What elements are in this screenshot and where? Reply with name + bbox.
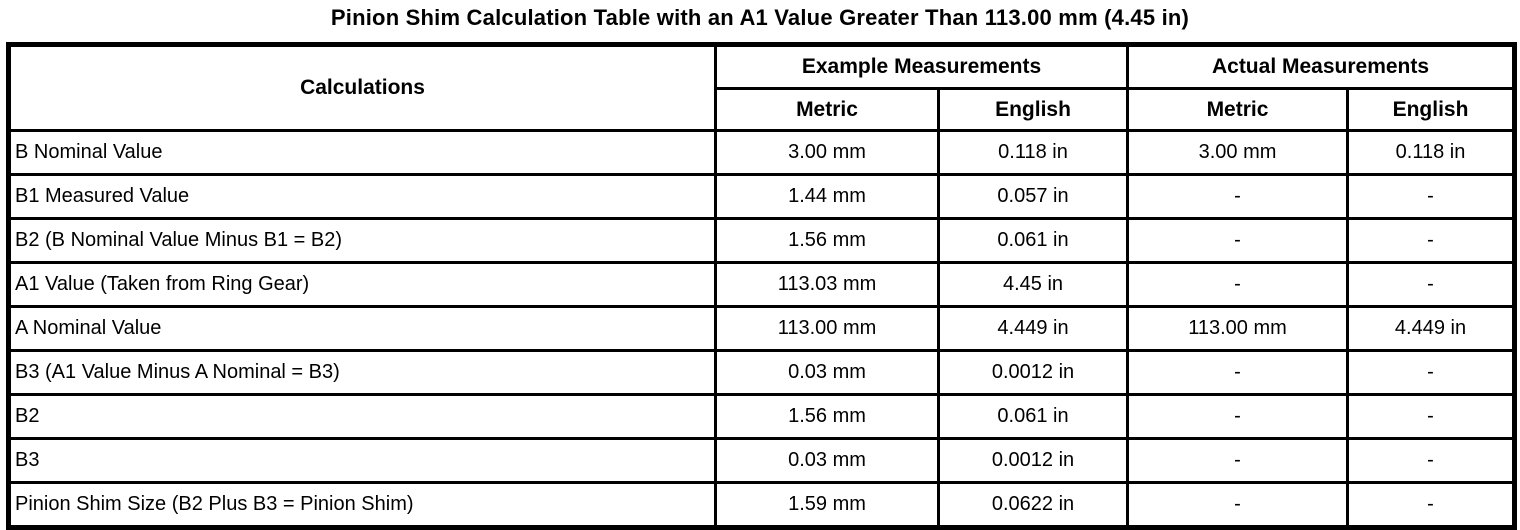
table-row: B2 (B Nominal Value Minus B1 = B2) 1.56 … [7,217,1517,264]
table-row: A1 Value (Taken from Ring Gear) 113.03 m… [7,261,1517,308]
example-metric-value: 1.44 mm [714,173,940,220]
example-metric-value: 1.56 mm [714,393,940,440]
table-row: B3 0.03 mm 0.0012 in - - [7,437,1517,484]
example-metric-value: 0.03 mm [714,437,940,484]
example-english-value: 4.45 in [937,261,1129,308]
pinion-shim-calculation-table: Calculations Example Measurements Actual… [6,42,1518,530]
example-metric-value: 0.03 mm [714,349,940,396]
example-metric-value: 113.00 mm [714,305,940,352]
actual-metric-value: - [1126,349,1349,396]
table-row: B1 Measured Value 1.44 mm 0.057 in - - [7,173,1517,220]
actual-english-value: - [1345,217,1517,264]
example-english-value: 0.061 in [937,217,1129,264]
header-row-groups: Calculations Example Measurements Actual… [7,43,1517,132]
example-english-value: 0.0012 in [937,437,1129,484]
example-english-value: 4.449 in [937,305,1129,352]
row-label: B Nominal Value [7,129,717,176]
row-label: A Nominal Value [7,305,717,352]
example-english-value: 0.118 in [937,129,1129,176]
example-english-value: 0.0012 in [937,349,1129,396]
actual-english-value: - [1345,437,1517,484]
example-english-value: 0.061 in [937,393,1129,440]
actual-metric-value: 113.00 mm [1126,305,1349,352]
table-row: B2 1.56 mm 0.061 in - - [7,393,1517,440]
example-metric-value: 113.03 mm [714,261,940,308]
table-row: B3 (A1 Value Minus A Nominal = B3) 0.03 … [7,349,1517,396]
actual-english-value: 4.449 in [1345,305,1517,352]
actual-metric-value: - [1126,437,1349,484]
row-label: Pinion Shim Size (B2 Plus B3 = Pinion Sh… [7,481,717,529]
actual-metric-value: - [1126,217,1349,264]
actual-english-value: - [1345,349,1517,396]
actual-metric-value: - [1126,173,1349,220]
row-label: A1 Value (Taken from Ring Gear) [7,261,717,308]
row-label: B3 [7,437,717,484]
header-calculations: Calculations [7,43,717,132]
table-row: B Nominal Value 3.00 mm 0.118 in 3.00 mm… [7,129,1517,176]
header-row-units: Metric English Metric English [9,87,1517,132]
header-example-metric: Metric [714,87,940,132]
header-actual-metric: Metric [1126,87,1349,132]
table-row: Pinion Shim Size (B2 Plus B3 = Pinion Sh… [7,481,1517,529]
actual-english-value: - [1345,261,1517,308]
page-title: Pinion Shim Calculation Table with an A1… [330,5,1190,30]
table-row: A Nominal Value 113.00 mm 4.449 in 113.0… [7,305,1517,352]
actual-metric-value: - [1126,393,1349,440]
example-english-value: 0.057 in [937,173,1129,220]
actual-english-value: 0.118 in [1345,129,1517,176]
row-label: B1 Measured Value [7,173,717,220]
example-metric-value: 3.00 mm [714,129,940,176]
header-example-english: English [937,87,1129,132]
actual-english-value: - [1345,173,1517,220]
actual-english-value: - [1345,393,1517,440]
row-label: B3 (A1 Value Minus A Nominal = B3) [7,349,717,396]
example-metric-value: 1.59 mm [714,481,940,529]
actual-english-value: - [1345,481,1517,529]
example-english-value: 0.0622 in [937,481,1129,529]
row-label: B2 (B Nominal Value Minus B1 = B2) [7,217,717,264]
example-metric-value: 1.56 mm [714,217,940,264]
header-example-measurements: Example Measurements [714,43,1129,90]
actual-metric-value: 3.00 mm [1126,129,1349,176]
actual-metric-value: - [1126,261,1349,308]
actual-metric-value: - [1126,481,1349,529]
row-label: B2 [7,393,717,440]
header-actual-english: English [1345,87,1517,132]
header-actual-measurements: Actual Measurements [1125,43,1517,90]
